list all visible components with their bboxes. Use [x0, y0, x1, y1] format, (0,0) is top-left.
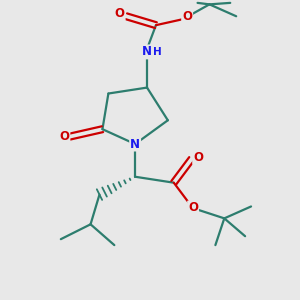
- Text: O: O: [193, 151, 203, 164]
- Text: O: O: [115, 8, 125, 20]
- Text: O: O: [182, 10, 192, 23]
- Text: N: N: [142, 45, 152, 58]
- Text: N: N: [130, 138, 140, 151]
- Text: O: O: [59, 130, 69, 143]
- Text: O: O: [188, 202, 198, 214]
- Text: H: H: [153, 47, 162, 57]
